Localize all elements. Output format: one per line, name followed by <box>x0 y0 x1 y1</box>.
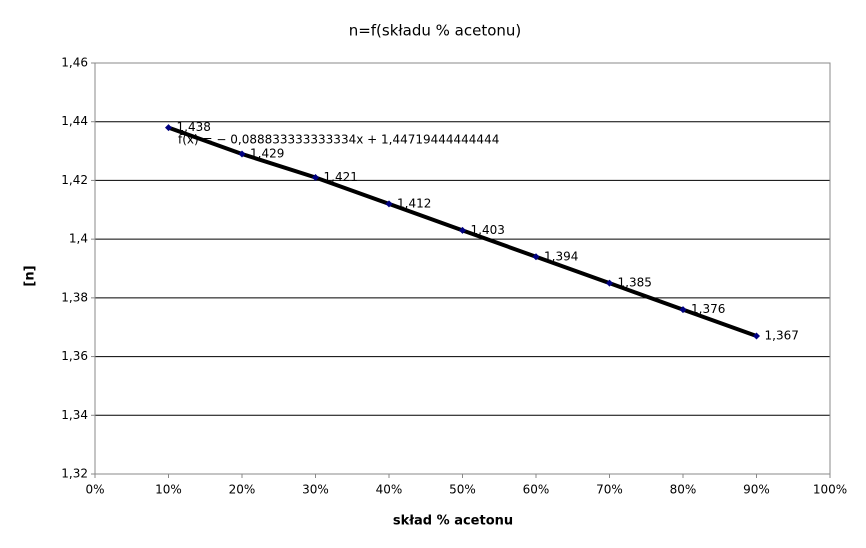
data-point <box>165 124 172 132</box>
data-point <box>312 173 319 181</box>
plot-border <box>94 62 831 475</box>
chart-title: n=f(składu % acetonu) <box>349 22 522 40</box>
data-label: 1,438 <box>177 120 211 134</box>
x-tick-label: 20% <box>229 483 256 497</box>
data-point <box>459 226 466 234</box>
data-label: 1,367 <box>765 329 799 343</box>
data-point <box>606 279 613 287</box>
data-point <box>532 253 540 261</box>
y-tick-label: 1,34 <box>61 408 88 422</box>
x-tick-label: 30% <box>302 483 329 497</box>
y-axis-label: [n] <box>23 265 38 286</box>
data-label: 1,412 <box>397 196 431 210</box>
data-label: 1,394 <box>544 249 578 263</box>
x-tick-label: 100% <box>813 483 847 497</box>
x-tick-label: 90% <box>743 483 770 497</box>
x-tick-label: 40% <box>376 483 403 497</box>
data-point <box>753 332 760 340</box>
y-tick-label: 1,32 <box>61 467 88 481</box>
y-tick-label: 1,46 <box>61 56 88 70</box>
data-label: 1,376 <box>691 302 725 316</box>
x-axis-label: skład % acetonu <box>393 514 513 529</box>
y-tick-label: 1,36 <box>61 349 88 363</box>
x-tick-label: 70% <box>596 483 623 497</box>
y-tick-label: 1,38 <box>61 290 88 304</box>
trendline-equation: f(x) = − 0,088833333333334x + 1,44719444… <box>178 133 499 147</box>
x-tick-label: 80% <box>670 483 697 497</box>
data-point <box>385 200 393 208</box>
data-label: 1,385 <box>618 276 652 290</box>
data-point <box>679 306 687 314</box>
x-tick-label: 0% <box>85 483 104 497</box>
y-tick-label: 1,44 <box>61 114 88 128</box>
x-tick-label: 50% <box>449 483 476 497</box>
data-label: 1,403 <box>471 223 505 237</box>
x-tick-label: 60% <box>523 483 550 497</box>
x-tick-label: 10% <box>155 483 182 497</box>
y-tick-label: 1,4 <box>69 232 88 246</box>
data-label: 1,429 <box>250 147 284 161</box>
y-tick-label: 1,42 <box>61 173 88 187</box>
data-point <box>238 150 246 158</box>
data-label: 1,421 <box>324 170 358 184</box>
